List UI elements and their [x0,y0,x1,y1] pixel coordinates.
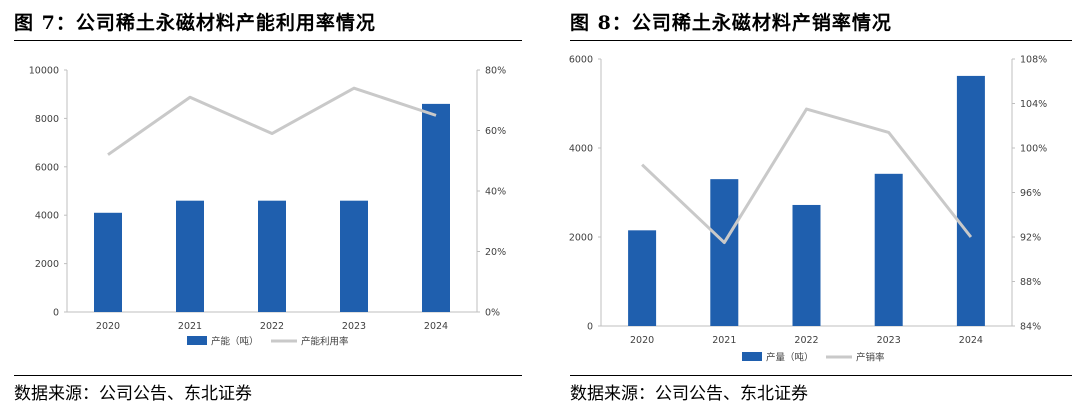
left-tick-label: 2000 [569,233,593,244]
right-tick-label: 104% [1020,99,1047,110]
title-rule [570,40,1072,41]
legend-line-label: 产能利用率 [301,336,349,348]
figure-8-panel: 图 8：公司稀土永磁材料产销率情况 0 2000 4000 6000 84% 88% 92%… [556,0,1080,411]
bar [956,75,985,326]
right-tick-label: 40% [485,187,506,198]
x-tick-label: 2021 [712,335,736,346]
capacity-utilization-chart: 0 2000 4000 6000 8000 10000 0% 20% 40% 60% 80% 2020… [29,66,506,348]
left-tick-label: 2000 [35,259,59,270]
source-note: 数据来源：公司公告、东北证券 [14,384,252,404]
right-tick-label: 80% [485,66,506,77]
bar [792,204,821,326]
figure-title: 图 7：公司稀土永磁材料产能利用率情况 [14,12,376,34]
legend-bar-swatch [742,352,762,361]
right-tick-label: 96% [1020,188,1041,199]
x-tick-label: 2020 [630,335,654,346]
bar [94,212,122,312]
x-tick-label: 2024 [959,335,983,346]
bar [176,200,204,312]
figure-title: 图 8：公司稀土永磁材料产销率情况 [570,12,892,34]
source-rule [570,375,1072,376]
left-tick-label: 4000 [35,211,59,222]
legend-bar-label: 产量（吨） [766,352,814,364]
x-tick-label: 2022 [794,335,818,346]
legend-bar-swatch [187,336,207,345]
title-rule [14,40,522,41]
right-tick-label: 60% [485,126,506,137]
figure-7-panel: 图 7：公司稀土永磁材料产能利用率情况 0 2000 4000 6000 8000 100… [0,0,530,411]
right-tick-label: 100% [1020,144,1047,155]
bar [628,230,657,326]
source-rule [14,375,522,376]
x-tick-label: 2021 [178,321,202,332]
bar [258,200,286,312]
x-tick-label: 2020 [96,321,120,332]
left-tick-label: 0 [53,308,59,319]
production-sales-rate-chart: 0 2000 4000 6000 84% 88% 92% 96% 100% 104% 108% 202… [569,55,1047,364]
left-tick-label: 0 [587,322,593,333]
rate-line [107,86,437,156]
right-tick-label: 92% [1020,233,1041,244]
bar [340,200,368,312]
legend-bar-label: 产能（吨） [211,336,259,348]
bar [422,103,450,312]
left-tick-label: 6000 [569,55,593,66]
right-tick-label: 84% [1020,322,1041,333]
legend-line-label: 产销率 [856,352,885,364]
left-tick-label: 10000 [29,66,59,77]
right-tick-label: 0% [485,308,500,319]
source-note: 数据来源：公司公告、东北证券 [570,384,808,404]
right-tick-label: 20% [485,247,506,258]
x-tick-label: 2022 [260,321,284,332]
left-tick-label: 8000 [35,114,59,125]
left-tick-label: 6000 [35,162,59,173]
bar [874,173,903,326]
right-tick-label: 88% [1020,277,1041,288]
x-tick-label: 2023 [342,321,366,332]
x-tick-label: 2023 [877,335,901,346]
right-tick-label: 108% [1020,55,1047,66]
bar [710,179,739,326]
x-tick-label: 2024 [424,321,448,332]
left-tick-label: 4000 [569,144,593,155]
